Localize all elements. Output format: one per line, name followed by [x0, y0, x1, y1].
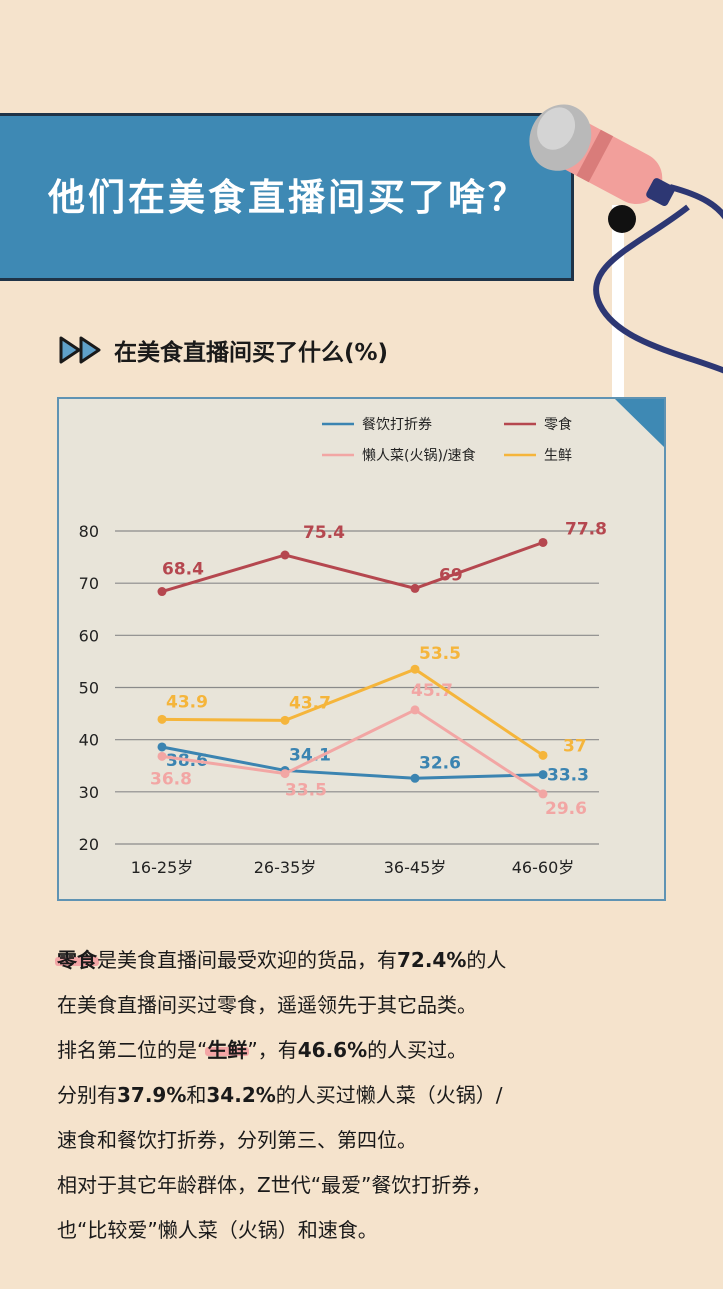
text-line: 分别有37.9%和34.2%的人买过懒人菜（火锅）/: [57, 1083, 503, 1107]
y-axis: 20 30 40 50 60 70 80: [79, 522, 99, 854]
legend-item: 懒人菜(火锅)/速食: [322, 447, 476, 464]
y-tick-label: 80: [79, 522, 99, 541]
series-line: [161, 667, 544, 757]
y-tick-label: 60: [79, 626, 99, 645]
data-label: 36.8: [150, 769, 192, 789]
chart-series: 38.6 34.1 32.633.368.475.46977.836.833.545…: [150, 519, 607, 818]
data-point: [538, 789, 548, 799]
series-line: [161, 541, 544, 593]
data-label: 75.4: [303, 523, 345, 543]
legend-item: 零食: [504, 416, 572, 433]
section-header: 在美食直播间买了什么(%): [58, 333, 388, 367]
microphone-icon: [529, 104, 723, 415]
data-label: 68.4: [162, 560, 204, 580]
text-line: 相对于其它年龄群体，Z世代“最爱”餐饮打折券，: [57, 1173, 492, 1197]
legend-label: 懒人菜(火锅)/速食: [362, 447, 476, 464]
data-point: [410, 583, 420, 593]
data-label: 53.5: [419, 644, 461, 664]
data-point: [410, 705, 420, 715]
data-point: [538, 770, 548, 780]
text-line: 速食和餐饮打折券，分列第三、第四位。: [57, 1128, 417, 1152]
x-tick-label: 46-60岁: [512, 858, 575, 877]
text-line: 零食是美食直播间最受欢迎的货品，有72.4%的人: [57, 948, 507, 972]
data-label: 33.3: [547, 766, 589, 786]
x-axis: 16-25岁 26-35岁 36-45岁 46-60岁: [131, 858, 575, 877]
y-tick-label: 20: [79, 835, 99, 854]
legend-item: 餐饮打折券: [322, 416, 432, 433]
series-1: 68.4 75.4 69 77.8: [157, 519, 607, 597]
legend-label: 餐饮打折券: [362, 416, 432, 433]
x-tick-label: 16-25岁: [131, 858, 194, 877]
data-label: 43.9: [166, 692, 208, 712]
series-line: [161, 745, 544, 780]
data-point: [410, 773, 420, 783]
text-line: 也“比较爱”懒人菜（火锅）和速食。: [57, 1218, 378, 1242]
highlight-snack: 零食: [57, 948, 97, 972]
data-label: 37: [563, 736, 587, 756]
description-text: 零食是美食直播间最受欢迎的货品，有72.4%的人 在美食直播间买过零食，遥遥领先…: [57, 938, 687, 1253]
x-tick-label: 36-45岁: [384, 858, 447, 877]
y-tick-label: 50: [79, 679, 99, 698]
double-play-arrow-icon: [59, 336, 101, 364]
data-point: [280, 769, 290, 779]
data-point: [410, 664, 420, 674]
series-2: 36.833.545.729.6: [150, 681, 587, 819]
data-point: [157, 587, 167, 597]
chart-section-title: 在美食直播间买了什么(%): [114, 340, 389, 366]
data-point: [538, 750, 548, 760]
data-point: [280, 550, 290, 560]
data-label: 32.6: [419, 753, 461, 773]
highlight-fresh: 生鲜: [207, 1038, 248, 1062]
data-label: 34.1: [289, 745, 331, 765]
data-label: 43.7: [289, 693, 331, 713]
text-line: 排名第二位的是“生鲜”，有46.6%的人买过。: [57, 1038, 468, 1062]
series-line: [161, 708, 544, 796]
data-label: 29.6: [545, 799, 587, 819]
y-tick-label: 40: [79, 731, 99, 750]
data-point: [538, 537, 548, 547]
y-tick-label: 70: [79, 574, 99, 593]
y-tick-label: 30: [79, 783, 99, 802]
data-point: [157, 742, 167, 752]
page-title: 他们在美食直播间买了啥？: [48, 176, 528, 219]
text-line: 在美食直播间买过零食，遥遥领先于其它品类。: [57, 993, 477, 1017]
data-point: [157, 714, 167, 724]
x-tick-label: 26-35岁: [254, 858, 317, 877]
data-point: [280, 715, 290, 725]
legend-item: 生鲜: [504, 448, 572, 464]
legend-label: 生鲜: [544, 448, 572, 464]
title-banner: [0, 113, 574, 281]
legend-label: 零食: [544, 416, 572, 433]
data-label: 33.5: [285, 781, 327, 801]
series-0: 38.6 34.1 32.633.3: [157, 742, 589, 786]
series-3: 43.9 43.7 53.5 37: [157, 644, 587, 760]
data-label: 69: [439, 565, 463, 585]
data-label: 77.8: [565, 519, 607, 539]
chart-panel: [57, 397, 666, 901]
data-point: [157, 751, 167, 761]
